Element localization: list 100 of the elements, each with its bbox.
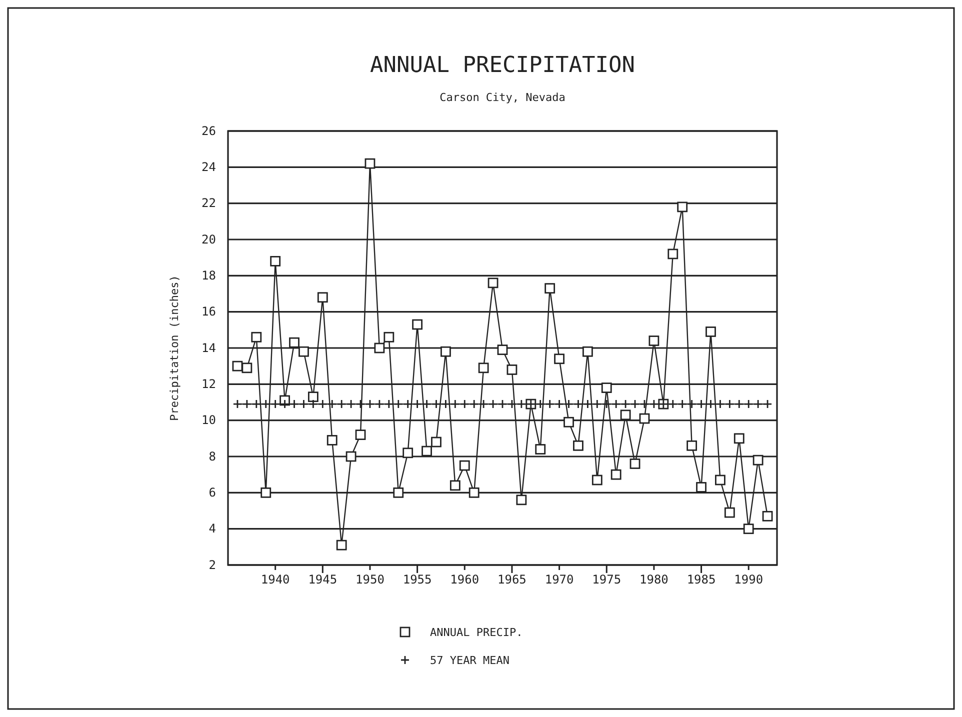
point (687, 399, 697, 409)
point (573, 440, 584, 451)
point (716, 399, 725, 409)
x-tick-label: 1970 (544, 572, 574, 587)
point (260, 487, 272, 498)
point (469, 399, 479, 409)
point (564, 399, 574, 409)
point (564, 416, 574, 428)
point (232, 360, 243, 372)
point (601, 382, 612, 393)
point (242, 362, 252, 374)
point (648, 336, 660, 346)
point (724, 507, 735, 518)
point (374, 399, 384, 409)
point (611, 399, 621, 409)
y-axis-title: Precipitation (inches) (168, 275, 181, 421)
point (450, 480, 460, 491)
point (554, 399, 564, 409)
point (346, 451, 356, 462)
point (431, 436, 442, 448)
x-tick-label: 1945 (308, 572, 338, 587)
point (478, 399, 488, 409)
point (308, 399, 318, 409)
point (734, 433, 744, 444)
point (668, 399, 678, 409)
point (536, 399, 546, 409)
point (270, 256, 281, 266)
y-tick-label: 20 (202, 232, 216, 246)
point (507, 399, 517, 409)
point (432, 399, 441, 409)
point (677, 202, 688, 212)
y-tick-label: 6 (208, 486, 216, 500)
point (317, 292, 328, 303)
point (752, 454, 764, 466)
y-tick-label: 14 (202, 340, 216, 355)
x-tick-label: 1955 (402, 572, 432, 587)
point (308, 392, 318, 402)
point (743, 524, 754, 534)
point (336, 540, 347, 550)
point (412, 319, 423, 330)
point (422, 399, 432, 409)
x-tick-label: 1960 (450, 572, 480, 587)
point (402, 448, 414, 458)
point (649, 399, 659, 409)
point (592, 399, 602, 409)
point (630, 458, 640, 469)
chart-title: ANNUAL PRECIPITATION (370, 53, 635, 78)
y-tick-label: 22 (202, 196, 216, 210)
point (610, 469, 622, 480)
point (678, 399, 688, 409)
point (724, 399, 734, 409)
point (762, 510, 773, 522)
point (440, 346, 451, 357)
x-tick-label: 1975 (592, 572, 622, 587)
point (744, 399, 754, 409)
point (554, 354, 564, 364)
y-tick-label: 10 (202, 413, 216, 428)
x-tick-label: 1965 (498, 572, 526, 587)
point (696, 399, 706, 409)
legend-label: 57 YEAR MEAN (430, 654, 510, 667)
point (460, 399, 470, 409)
point (252, 399, 262, 409)
point (620, 399, 630, 409)
point (516, 399, 526, 409)
point (412, 399, 422, 409)
point (696, 482, 706, 492)
y-tick-label: 12 (202, 377, 216, 392)
x-tick-label: 1985 (686, 572, 716, 587)
point (497, 344, 508, 356)
point (441, 399, 450, 409)
point (706, 399, 716, 409)
point (299, 399, 308, 409)
point (715, 474, 726, 486)
point (326, 435, 338, 446)
y-tick-label: 26 (202, 124, 216, 138)
point (459, 460, 470, 471)
point (630, 399, 640, 409)
point (668, 248, 678, 260)
point (242, 399, 252, 409)
point (251, 332, 262, 342)
point (364, 158, 376, 169)
point (394, 399, 404, 409)
y-tick-label: 4 (208, 522, 216, 536)
point (639, 413, 650, 424)
point (753, 399, 763, 409)
y-tick-label: 18 (202, 268, 216, 283)
point (384, 332, 394, 342)
point (602, 399, 612, 409)
point (620, 410, 631, 420)
point (544, 283, 556, 294)
point (762, 399, 772, 409)
chart-subtitle: Carson City, Nevada (440, 91, 566, 104)
point (232, 399, 242, 409)
point (574, 399, 583, 409)
point (706, 326, 716, 337)
point (535, 444, 546, 454)
point (374, 342, 385, 354)
point (488, 278, 498, 288)
point (318, 399, 328, 409)
point (640, 399, 650, 409)
